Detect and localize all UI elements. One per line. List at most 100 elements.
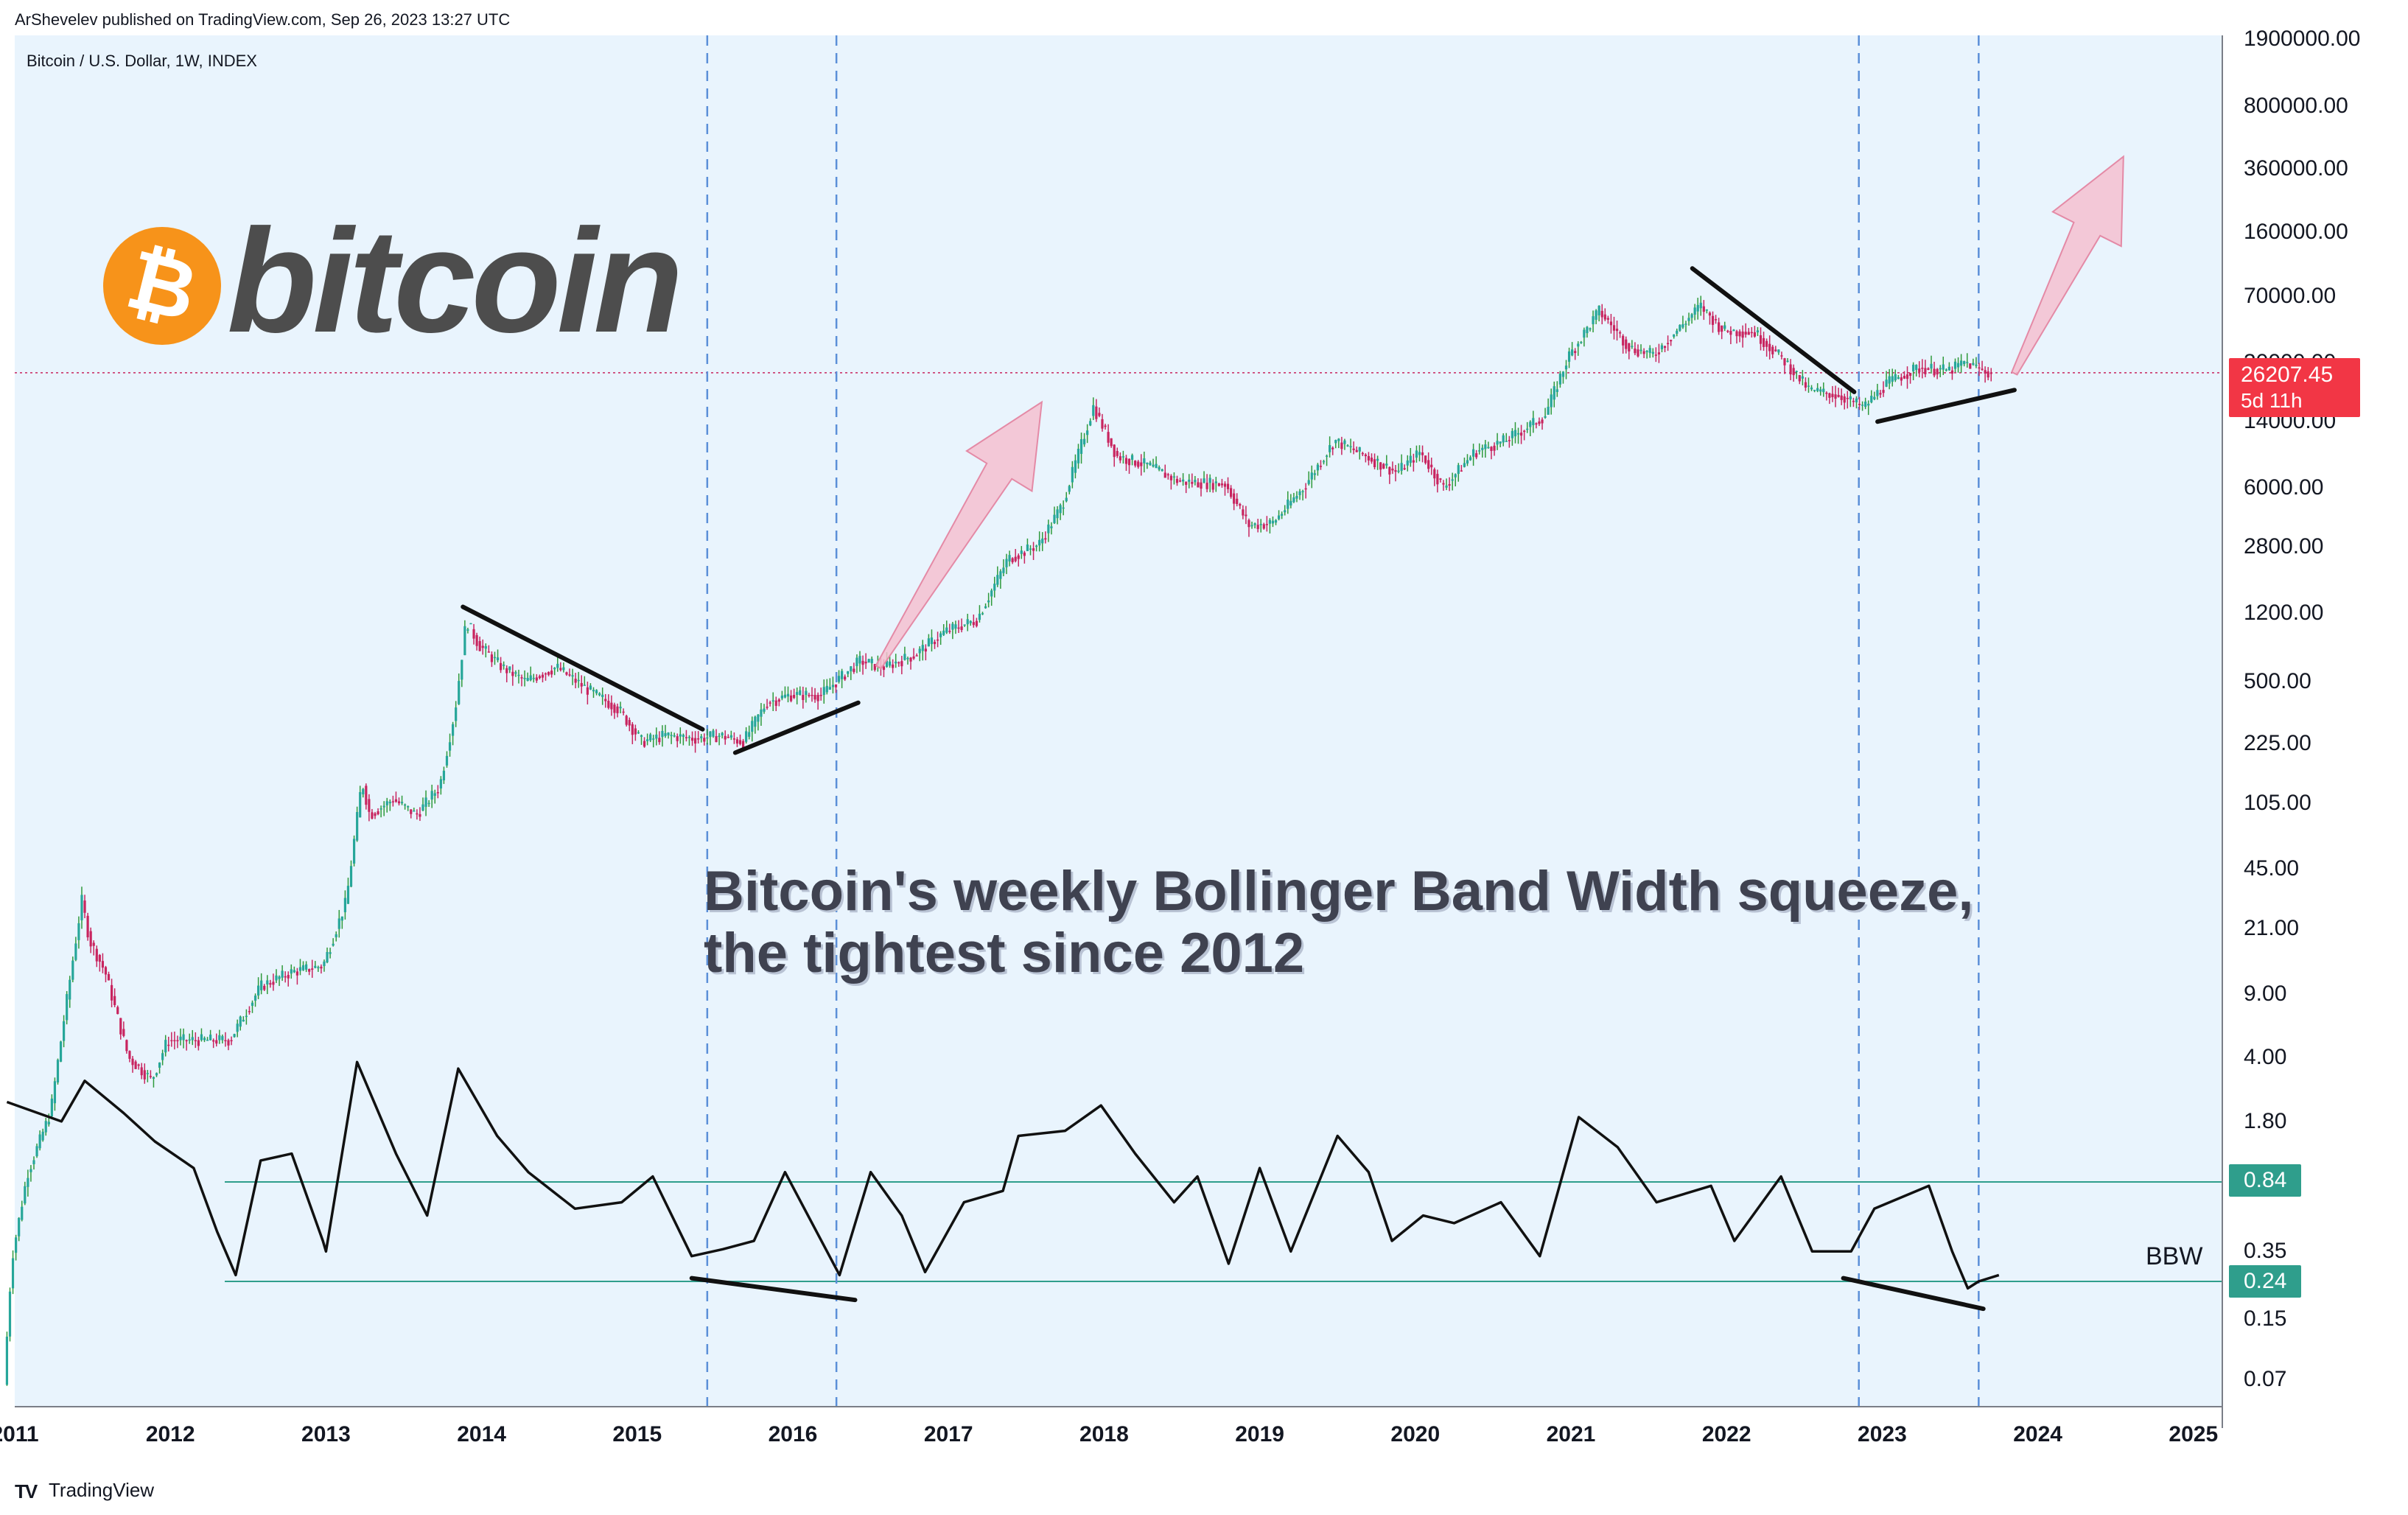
candle-body — [1445, 485, 1448, 488]
candle-body — [793, 695, 796, 699]
candle-body — [867, 659, 870, 663]
candle-body — [646, 739, 649, 741]
candle-body — [972, 622, 975, 626]
candle-body — [1304, 488, 1307, 490]
candle-body — [1597, 305, 1600, 315]
candle-body — [1693, 307, 1696, 315]
candle-body — [966, 619, 969, 625]
candle-body — [1394, 470, 1397, 472]
candle-body — [146, 1073, 149, 1074]
candle-body — [1801, 376, 1804, 379]
candle-body — [960, 626, 963, 631]
candle-body — [1891, 376, 1894, 382]
candle-body — [1660, 345, 1664, 349]
bbw-levels — [15, 372, 2222, 1282]
candle-body — [834, 684, 838, 687]
candle-body — [853, 668, 855, 672]
candle-body — [1912, 364, 1915, 372]
candle-body — [1908, 373, 1912, 377]
y-tick-label: 0.35 — [2244, 1239, 2287, 1264]
candle-body — [1732, 329, 1735, 332]
candle-body — [164, 1040, 167, 1053]
candle-body — [1124, 458, 1128, 464]
candle-body — [1714, 319, 1718, 321]
candle-body — [128, 1051, 131, 1059]
bbw-indicator-label[interactable]: BBW — [2146, 1242, 2203, 1270]
candle-body — [1163, 472, 1166, 478]
candle-body — [1182, 479, 1185, 482]
y-tick-label: 105.00 — [2244, 790, 2311, 815]
candle-body — [1110, 438, 1113, 447]
candle-body — [1068, 486, 1071, 492]
candle-body — [442, 770, 446, 780]
symbol-label[interactable]: Bitcoin / U.S. Dollar, 1W, INDEX — [27, 52, 257, 70]
candle-body — [1885, 379, 1888, 387]
candle-body — [1463, 463, 1466, 467]
candle-body — [999, 571, 1002, 579]
candle-body — [1721, 325, 1723, 332]
candle-body — [885, 660, 889, 667]
candle-body — [831, 685, 835, 687]
candle-body — [1134, 461, 1137, 466]
candle-body — [628, 720, 631, 726]
candle-body — [604, 699, 607, 701]
candle-body — [248, 1011, 251, 1012]
candle-body — [320, 966, 323, 969]
candle-body — [912, 656, 915, 659]
candle-body — [631, 724, 634, 735]
candle-body — [948, 631, 951, 632]
candle-body — [1831, 393, 1834, 397]
y-tick-label: 225.00 — [2244, 731, 2311, 756]
candle-body — [1645, 351, 1648, 352]
candle-body — [1188, 479, 1191, 482]
candle-body — [1226, 483, 1230, 489]
candle-body — [167, 1044, 170, 1046]
x-tick-label: 2022 — [1701, 1422, 1751, 1446]
candle-body — [565, 672, 568, 675]
candle-body — [1104, 425, 1107, 427]
annotation-line-2: the tightest since 2012 — [704, 922, 1305, 984]
candle-body — [1502, 435, 1505, 443]
candle-body — [1208, 477, 1211, 483]
candle-body — [1679, 324, 1681, 331]
y-tick-label: 2800.00 — [2244, 534, 2324, 559]
candle-body — [275, 975, 278, 981]
candle-body — [556, 663, 559, 668]
candle-body — [113, 996, 116, 1005]
candle-body — [365, 786, 368, 805]
candle-body — [1519, 433, 1523, 436]
candle-body — [1217, 483, 1220, 486]
last-price-badge[interactable]: 26207.45 5d 11h — [2229, 358, 2360, 417]
candle-body — [236, 1024, 239, 1032]
candle-body — [613, 704, 616, 713]
candle-body — [1158, 466, 1161, 470]
candle-body — [640, 735, 643, 737]
candle-body — [496, 657, 500, 660]
candle-body — [1343, 440, 1346, 444]
candle-body — [1538, 421, 1541, 424]
price-trendline — [461, 604, 705, 732]
price-trendline — [1875, 388, 2017, 424]
chart-plot-area[interactable] — [15, 35, 2222, 1407]
candle-body — [777, 699, 780, 702]
candle-body — [1765, 340, 1768, 347]
candle-body — [700, 736, 703, 738]
candle-body — [89, 931, 92, 947]
candle-body — [643, 741, 646, 747]
candle-body — [1127, 458, 1131, 466]
candle-body — [1403, 468, 1406, 470]
candle-body — [337, 918, 340, 929]
candle-body — [1319, 466, 1323, 467]
candle-body — [745, 731, 748, 742]
candle-body — [895, 661, 897, 664]
candle-body — [918, 648, 921, 654]
candle-body — [1475, 453, 1478, 458]
candle-body — [652, 738, 655, 740]
candle-body — [224, 1040, 227, 1042]
candle-body — [954, 624, 957, 629]
candle-body — [71, 960, 74, 980]
candle-body — [1975, 364, 1978, 366]
projection-arrow — [2011, 155, 2124, 376]
candle-body — [1211, 483, 1214, 490]
